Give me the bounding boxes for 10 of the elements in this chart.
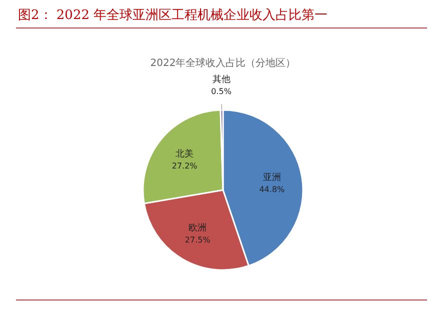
slice-label: 北美: [176, 148, 194, 160]
data-label: 27.5%: [184, 236, 211, 245]
data-label: 0.5%: [211, 87, 232, 96]
data-label: 44.8%: [259, 184, 286, 194]
chart-subtitle: 2022年全球收入占比（分地区）: [150, 57, 296, 69]
chart-title: 图2： 2022 年全球亚洲区工程机械企业收入占比第一: [18, 8, 328, 23]
slice-label: 欧洲: [188, 222, 207, 234]
data-label: 27.2%: [172, 162, 198, 171]
slice-label: 其他: [212, 74, 230, 86]
slice-label: 亚洲: [262, 172, 281, 183]
